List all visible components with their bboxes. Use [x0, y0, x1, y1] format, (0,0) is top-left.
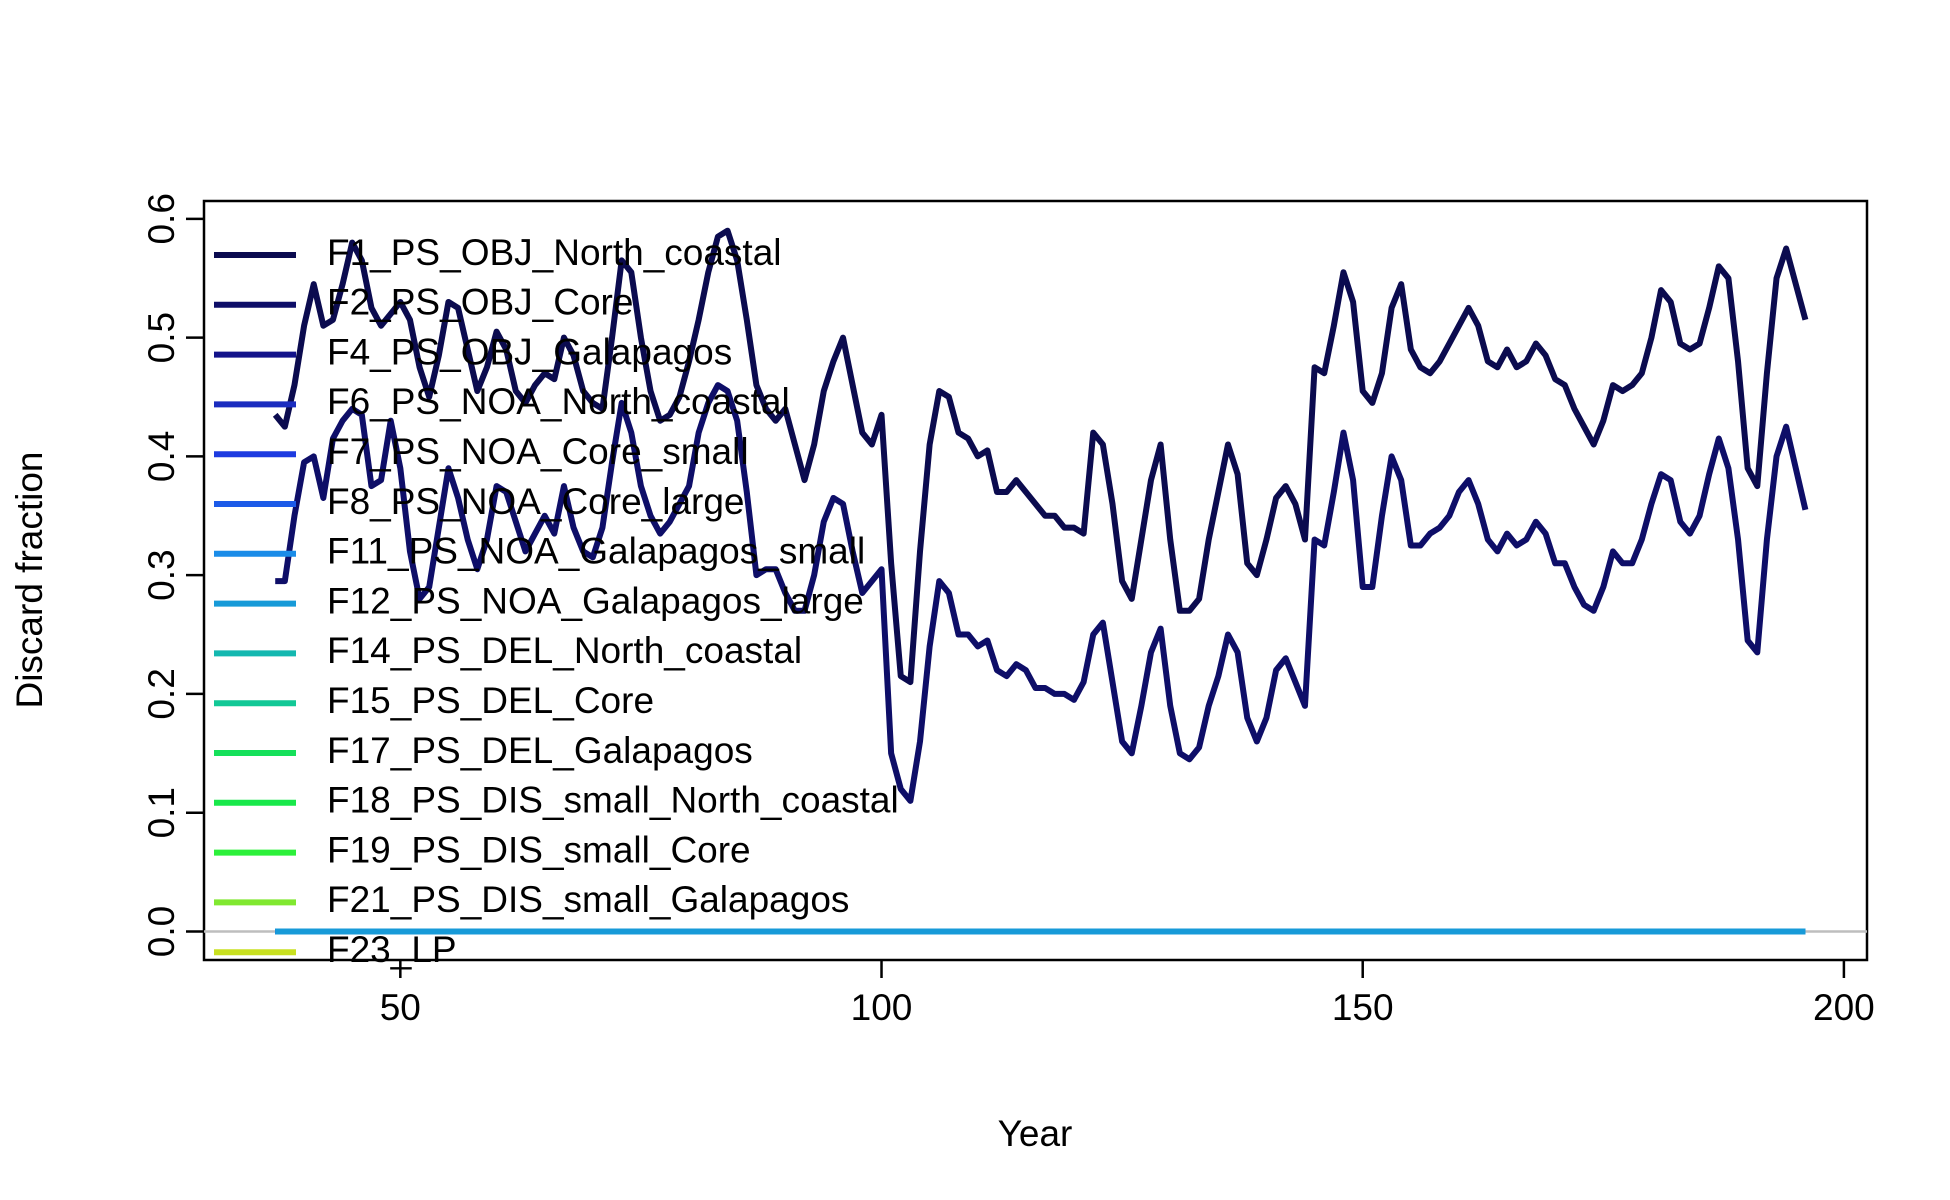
legend-label: F7_PS_NOA_Core_small: [327, 431, 749, 472]
y-tick-label: 0.3: [141, 549, 182, 600]
y-tick-label: 0.5: [141, 312, 182, 363]
legend-label: F14_PS_DEL_North_coastal: [327, 630, 802, 671]
y-tick-label: 0.2: [141, 668, 182, 719]
legend-label: F18_PS_DIS_small_North_coastal: [327, 780, 899, 821]
legend-label: F23_LP: [327, 929, 457, 970]
legend-label: F15_PS_DEL_Core: [327, 680, 654, 721]
y-tick-label: 0.1: [141, 787, 182, 838]
legend-label: F1_PS_OBJ_North_coastal: [327, 232, 782, 273]
y-tick-label: 0.4: [141, 431, 182, 482]
x-axis-label: Year: [998, 1113, 1073, 1154]
legend-label: F4_PS_OBJ_Galapagos: [327, 331, 732, 372]
x-tick-label: 200: [1813, 987, 1875, 1028]
x-tick-label: 50: [380, 987, 421, 1028]
y-axis-label: Discard fraction: [9, 451, 50, 708]
legend-label: F21_PS_DIS_small_Galapagos: [327, 879, 849, 920]
series-line: [272, 227, 1809, 686]
series-line: [275, 382, 1809, 804]
y-tick-label: 0.6: [141, 193, 182, 244]
x-tick-label: 100: [851, 987, 913, 1028]
y-tick-label: 0.0: [141, 906, 182, 957]
legend-label: F11_PS_NOA_Galapagos_small: [327, 531, 865, 572]
legend-label: F17_PS_DEL_Galapagos: [327, 730, 753, 771]
legend-label: F12_PS_NOA_Galapagos_large: [327, 580, 864, 621]
plot-frame: [202, 199, 1869, 962]
x-tick-label: 150: [1332, 987, 1394, 1028]
legend-label: F19_PS_DIS_small_Core: [327, 829, 751, 870]
legend-label: F6_PS_NOA_North_coastal: [327, 381, 790, 422]
plot-area: [204, 227, 1867, 935]
legend-label: F8_PS_NOA_Core_large: [327, 481, 745, 522]
legend-label: F2_PS_OBJ_Core: [327, 282, 633, 323]
